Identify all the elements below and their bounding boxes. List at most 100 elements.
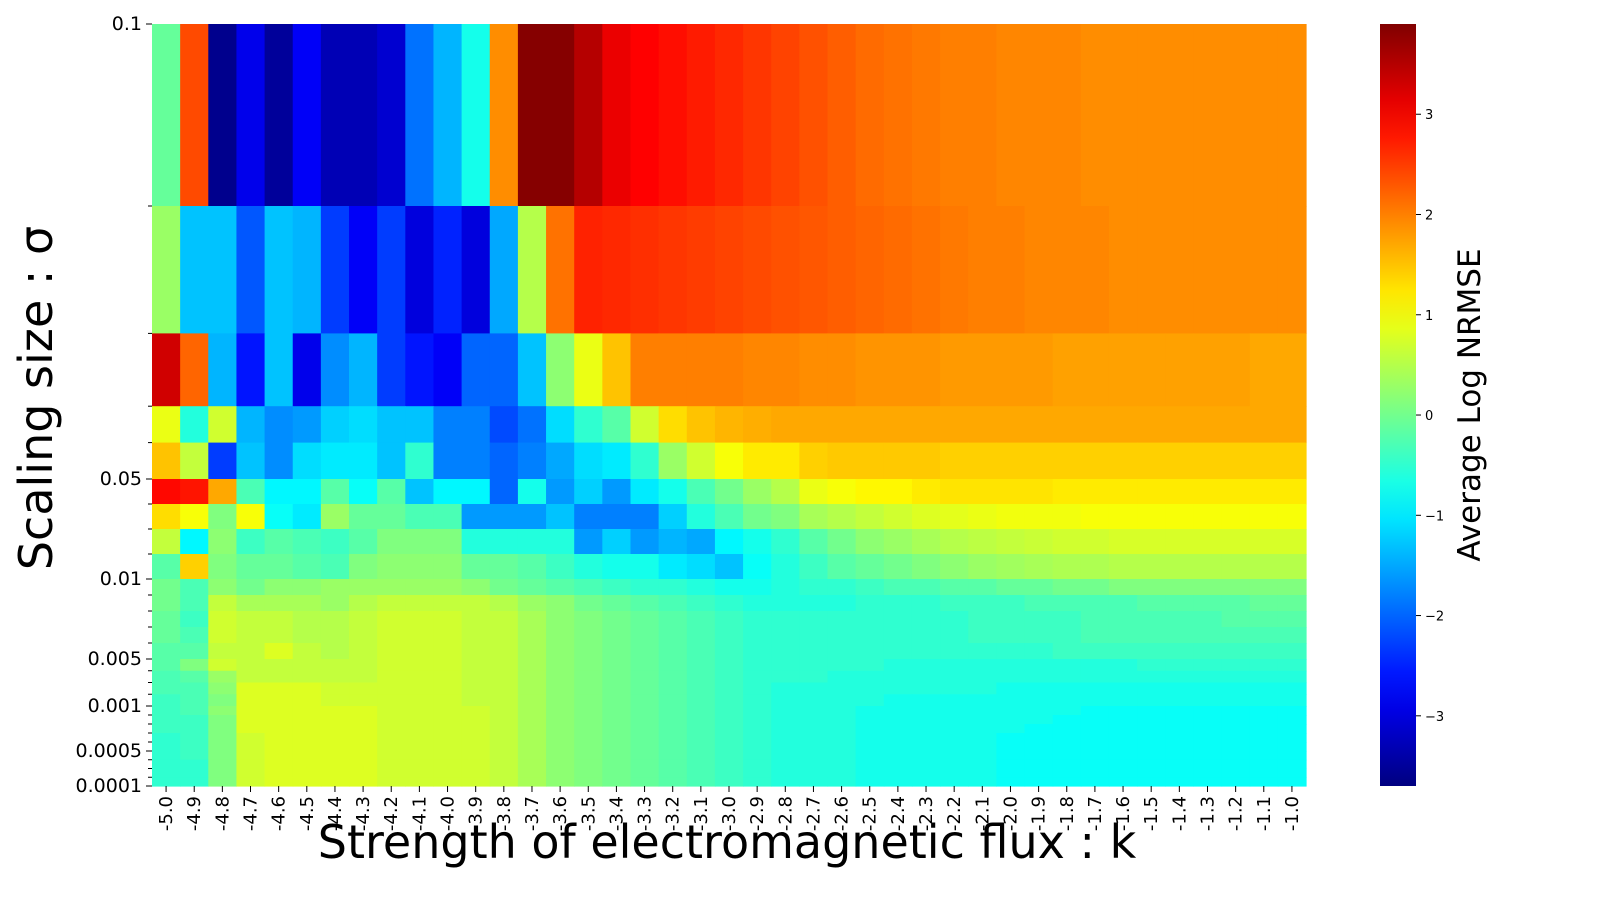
heatmap-cell — [377, 742, 406, 752]
heatmap-cell — [1193, 759, 1223, 770]
heatmap-cell — [349, 724, 378, 734]
x-tick-label: -1.0 — [1282, 796, 1303, 831]
heatmap-cell — [180, 579, 209, 596]
heatmap-cell — [968, 504, 997, 530]
heatmap-cell — [1221, 442, 1251, 480]
heatmap-cell — [1193, 554, 1223, 580]
heatmap-cell — [855, 694, 885, 707]
heatmap-cell — [1165, 751, 1195, 761]
heatmap-cell — [1165, 554, 1195, 580]
heatmap-cell — [349, 529, 378, 555]
heatmap-cell — [799, 595, 829, 612]
heatmap-cell — [855, 595, 885, 612]
heatmap-cell — [827, 206, 857, 334]
heatmap-cell — [461, 759, 491, 770]
heatmap-cell — [827, 24, 857, 207]
heatmap-cell — [855, 611, 885, 628]
heatmap-cell — [349, 733, 378, 743]
heatmap-cell — [1024, 724, 1054, 734]
heatmap-cell — [489, 694, 519, 707]
heatmap-cell — [911, 706, 941, 716]
heatmap-cell — [1165, 715, 1195, 725]
heatmap-cell — [546, 627, 575, 644]
heatmap-cell — [152, 751, 181, 761]
heatmap-cell — [461, 742, 491, 752]
x-tick-label: -1.3 — [1197, 796, 1218, 831]
heatmap-cell — [152, 724, 181, 734]
heatmap-cell — [996, 442, 1026, 480]
heatmap-cell — [1165, 206, 1195, 334]
heatmap-cell — [940, 751, 969, 761]
heatmap-cell — [968, 479, 997, 505]
heatmap-cell — [1193, 742, 1223, 752]
heatmap-cell — [377, 24, 406, 207]
heatmap-cell — [968, 694, 997, 707]
heatmap-cell — [292, 659, 322, 672]
heatmap-cell — [743, 768, 772, 778]
heatmap-cell — [208, 768, 238, 778]
y-axis-label: Scaling size : σ — [9, 226, 63, 570]
x-tick-label: -4.7 — [241, 796, 262, 831]
heatmap-cell — [1193, 706, 1223, 716]
x-tick-label: -3.3 — [635, 796, 656, 831]
heatmap-cell — [911, 24, 941, 207]
heatmap-cell — [658, 529, 688, 555]
heatmap-cell — [574, 479, 603, 505]
heatmap-cell — [1052, 529, 1082, 555]
heatmap-cell — [911, 777, 941, 787]
heatmap-cell — [349, 579, 378, 596]
heatmap-cell — [968, 751, 997, 761]
heatmap-cell — [489, 715, 519, 725]
heatmap-cell — [911, 682, 941, 695]
heatmap-cell — [658, 206, 688, 334]
heatmap-cell — [658, 406, 688, 444]
heatmap-cell — [799, 706, 829, 716]
heatmap-cell — [1108, 768, 1138, 778]
heatmap-cell — [1277, 479, 1307, 505]
heatmap-cell — [1080, 479, 1110, 505]
heatmap-cell — [883, 670, 913, 684]
heatmap-cell — [630, 333, 660, 407]
heatmap-cell — [349, 670, 378, 684]
heatmap-cell — [320, 751, 350, 761]
heatmap-cell — [433, 759, 463, 770]
heatmap-cell — [1137, 768, 1166, 778]
heatmap-cell — [1024, 442, 1054, 480]
heatmap-cell — [996, 643, 1026, 660]
heatmap-cells — [152, 24, 1307, 787]
heatmap-cell — [377, 768, 406, 778]
heatmap-cell — [489, 724, 519, 734]
heatmap-cell — [517, 670, 547, 684]
heatmap-cell — [743, 554, 772, 580]
heatmap-cell — [799, 715, 829, 725]
heatmap-cell — [1080, 611, 1110, 628]
heatmap-cell — [658, 759, 688, 770]
heatmap-cell — [1165, 406, 1195, 444]
heatmap-cell — [1249, 406, 1279, 444]
heatmap-cell — [1249, 504, 1279, 530]
heatmap-cell — [799, 733, 829, 743]
heatmap-cell — [180, 611, 209, 628]
x-tick-label: -2.5 — [860, 796, 881, 831]
heatmap-cell — [1052, 751, 1082, 761]
heatmap-cell — [433, 742, 463, 752]
x-tick-label: -4.4 — [325, 796, 346, 831]
heatmap-cell — [1193, 333, 1223, 407]
heatmap-cell — [574, 611, 603, 628]
heatmap-cell — [911, 724, 941, 734]
heatmap-cell — [152, 715, 181, 725]
heatmap-cell — [1165, 694, 1195, 707]
heatmap-cell — [180, 406, 209, 444]
heatmap-cell — [405, 682, 435, 695]
heatmap-cell — [489, 479, 519, 505]
heatmap-cell — [1024, 670, 1054, 684]
heatmap-cell — [517, 554, 547, 580]
heatmap-cell — [1108, 751, 1138, 761]
heatmap-cell — [1193, 504, 1223, 530]
heatmap-cell — [1137, 611, 1166, 628]
heatmap-cell — [1249, 742, 1279, 752]
heatmap-cell — [855, 579, 885, 596]
heatmap-cell — [546, 724, 575, 734]
heatmap-cell — [940, 724, 969, 734]
